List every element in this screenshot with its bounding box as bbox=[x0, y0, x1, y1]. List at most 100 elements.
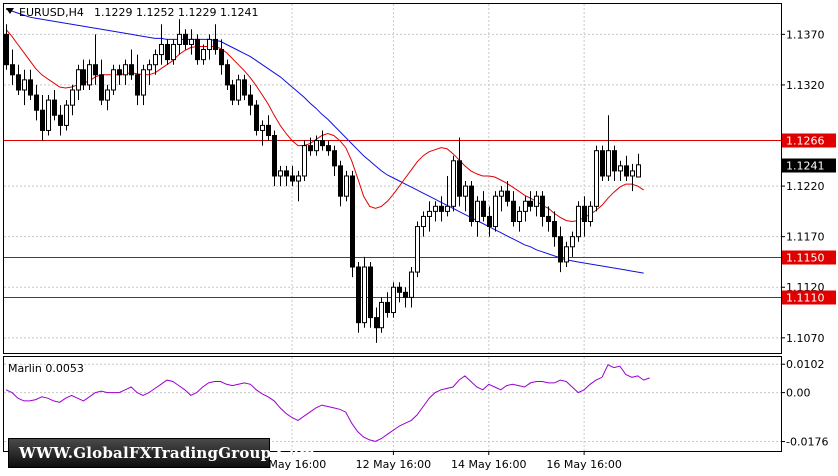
candle bbox=[570, 231, 575, 257]
candle bbox=[28, 69, 33, 101]
candle-body bbox=[135, 74, 140, 96]
candle-body bbox=[374, 317, 379, 329]
candle bbox=[427, 201, 432, 232]
candle bbox=[499, 186, 504, 212]
level-label-text: 1.1150 bbox=[786, 252, 825, 265]
candle-body bbox=[618, 165, 623, 172]
candle-body bbox=[117, 69, 122, 76]
candle bbox=[606, 115, 611, 182]
candle-body bbox=[499, 190, 504, 197]
candle-body bbox=[177, 33, 182, 45]
candle bbox=[379, 297, 384, 333]
candle bbox=[117, 64, 122, 85]
chart-menu-arrow-icon[interactable] bbox=[6, 8, 14, 14]
candle bbox=[338, 160, 343, 207]
candle-body bbox=[10, 64, 15, 76]
candle-body bbox=[225, 64, 230, 86]
candle bbox=[213, 24, 218, 55]
candle-body bbox=[129, 64, 134, 76]
candle bbox=[296, 170, 301, 202]
candle-body bbox=[403, 291, 408, 298]
candle-body bbox=[195, 38, 200, 61]
candle bbox=[81, 59, 86, 90]
candle-body bbox=[171, 43, 176, 61]
oscillator-tick-label: 0.0102 bbox=[786, 358, 825, 371]
candle-body bbox=[290, 175, 295, 182]
candle-body bbox=[201, 49, 206, 61]
candle-body bbox=[630, 170, 635, 177]
candle-body bbox=[278, 170, 283, 177]
main-plot-frame bbox=[3, 3, 782, 354]
candle bbox=[159, 24, 164, 65]
candle bbox=[582, 196, 587, 237]
candle-body bbox=[546, 215, 551, 222]
level-label-text: 1.1110 bbox=[786, 292, 825, 305]
oscillator-title: Marlin 0.0053 bbox=[8, 362, 84, 375]
candle-body bbox=[517, 210, 522, 222]
candle bbox=[219, 39, 224, 75]
candle-body bbox=[302, 145, 307, 177]
candle-body bbox=[612, 150, 617, 172]
candle bbox=[177, 19, 182, 55]
candle-body bbox=[147, 64, 152, 71]
candle-body bbox=[254, 104, 259, 131]
candle-body bbox=[76, 69, 81, 91]
candle-body bbox=[87, 64, 92, 86]
candle bbox=[350, 170, 355, 278]
level-label-box bbox=[782, 290, 836, 305]
candle bbox=[87, 59, 92, 90]
candle bbox=[16, 64, 21, 96]
candle bbox=[636, 153, 641, 178]
watermark-text: WWW.GlobalFXTradingGroup.Com bbox=[19, 444, 316, 462]
candle bbox=[433, 201, 438, 222]
candle bbox=[99, 59, 104, 106]
candle-body bbox=[469, 185, 474, 222]
candle bbox=[314, 135, 319, 156]
candle-body bbox=[433, 205, 438, 212]
price-tick-label: 1.1320 bbox=[786, 79, 825, 92]
candle bbox=[517, 206, 522, 232]
candle bbox=[52, 89, 57, 121]
ma-slow-line bbox=[5, 8, 644, 274]
candle bbox=[302, 140, 307, 182]
current-price-text: 1.1241 bbox=[786, 160, 825, 173]
candle bbox=[368, 261, 373, 328]
candle bbox=[123, 59, 128, 85]
candle bbox=[618, 160, 623, 182]
candle-body bbox=[58, 114, 63, 126]
candle-body bbox=[242, 79, 247, 96]
time-tick-label: 8 May 16:00 bbox=[258, 458, 326, 471]
candle bbox=[534, 191, 539, 217]
candle-body bbox=[189, 38, 194, 45]
candle bbox=[40, 95, 45, 141]
candle bbox=[403, 287, 408, 308]
candle-body bbox=[445, 205, 450, 212]
oscillator-tick-label: 0.00 bbox=[786, 387, 811, 400]
candle-body bbox=[511, 200, 516, 222]
candle bbox=[439, 196, 444, 222]
candle-body bbox=[105, 89, 110, 101]
level-label-box bbox=[782, 250, 836, 265]
candle-body bbox=[356, 266, 361, 324]
candle bbox=[397, 282, 402, 303]
candle bbox=[457, 137, 462, 207]
candle bbox=[493, 191, 498, 232]
candle bbox=[153, 49, 158, 75]
candle bbox=[463, 181, 468, 212]
candle bbox=[594, 145, 599, 212]
candle bbox=[141, 64, 146, 106]
candle bbox=[183, 29, 188, 50]
candle bbox=[147, 59, 152, 85]
candle-body bbox=[463, 185, 468, 197]
candle-body bbox=[421, 215, 426, 228]
candle-body bbox=[457, 160, 462, 197]
candle-body bbox=[481, 200, 486, 217]
candle bbox=[469, 181, 474, 227]
candle-body bbox=[588, 205, 593, 222]
time-tick-label: 12 May 16:00 bbox=[356, 458, 431, 471]
candle-body bbox=[153, 54, 158, 66]
candle bbox=[284, 165, 289, 187]
candle-body bbox=[4, 33, 9, 66]
candle bbox=[409, 267, 414, 308]
